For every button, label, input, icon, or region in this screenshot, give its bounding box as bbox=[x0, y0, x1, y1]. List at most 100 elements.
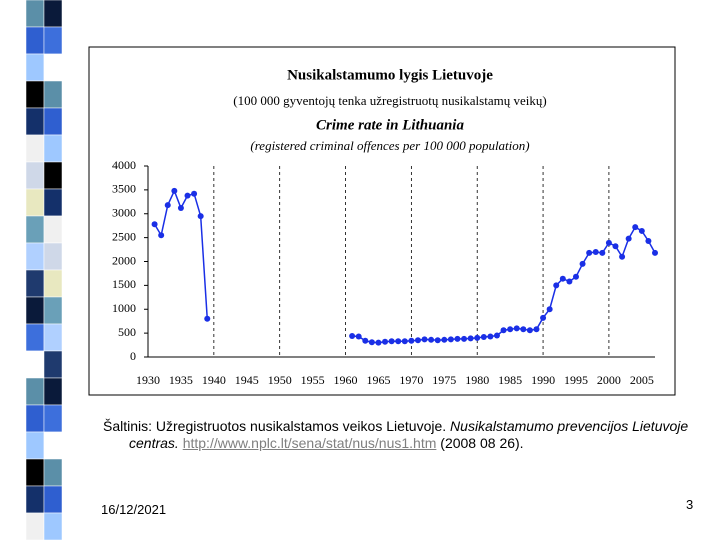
data-point bbox=[447, 336, 454, 343]
decor-block bbox=[43, 512, 63, 540]
decor-block bbox=[25, 377, 45, 406]
data-point bbox=[632, 224, 639, 231]
x-tick-label: 2000 bbox=[597, 373, 621, 387]
decor-block bbox=[43, 215, 63, 244]
y-tick-label: 1500 bbox=[112, 277, 136, 291]
data-point bbox=[500, 327, 507, 334]
decor-block bbox=[43, 161, 63, 190]
data-point bbox=[441, 336, 448, 343]
decor-block bbox=[43, 107, 63, 136]
source-link[interactable]: http://www.nplc.lt/sena/stat/nus/nus1.ht… bbox=[182, 435, 437, 451]
decor-block bbox=[25, 0, 45, 28]
data-point bbox=[421, 336, 428, 343]
y-tick-label: 4000 bbox=[112, 158, 136, 172]
data-point bbox=[540, 314, 547, 321]
data-point bbox=[619, 253, 626, 260]
decor-block bbox=[25, 80, 45, 109]
decor-block bbox=[25, 215, 45, 244]
y-tick-label: 3000 bbox=[112, 206, 136, 220]
data-point bbox=[493, 332, 500, 339]
data-point bbox=[368, 339, 375, 346]
data-point bbox=[474, 334, 481, 341]
decor-block bbox=[43, 377, 63, 406]
data-point bbox=[382, 338, 389, 345]
data-point bbox=[349, 332, 356, 339]
decor-block bbox=[25, 431, 45, 460]
decor-block bbox=[43, 431, 63, 460]
data-point bbox=[414, 337, 421, 344]
data-point bbox=[454, 335, 461, 342]
data-point bbox=[375, 339, 382, 346]
decor-stripe bbox=[25, 0, 63, 540]
data-point bbox=[599, 249, 606, 256]
data-point bbox=[467, 335, 474, 342]
decor-block bbox=[25, 107, 45, 136]
data-point bbox=[533, 326, 540, 333]
decor-block bbox=[25, 485, 45, 514]
data-point bbox=[395, 338, 402, 345]
data-point bbox=[526, 327, 533, 334]
chart-subtitle: (100 000 gyventojų tenka užregistruotų n… bbox=[233, 93, 546, 108]
decor-block bbox=[43, 134, 63, 163]
x-tick-label: 1980 bbox=[465, 373, 489, 387]
decor-block bbox=[25, 26, 45, 55]
data-point bbox=[355, 333, 362, 340]
data-point bbox=[572, 273, 579, 280]
decor-block bbox=[43, 242, 63, 271]
x-tick-label: 1975 bbox=[432, 373, 456, 387]
y-tick-label: 2000 bbox=[112, 253, 136, 267]
data-point bbox=[461, 335, 468, 342]
data-point bbox=[191, 190, 198, 197]
x-tick-label: 2005 bbox=[630, 373, 654, 387]
x-tick-label: 1990 bbox=[531, 373, 555, 387]
x-tick-label: 1945 bbox=[235, 373, 259, 387]
y-tick-label: 2500 bbox=[112, 229, 136, 243]
decor-block bbox=[25, 458, 45, 487]
decor-block bbox=[43, 188, 63, 217]
decor-block bbox=[25, 323, 45, 352]
data-point bbox=[428, 336, 435, 343]
decor-block bbox=[43, 0, 63, 28]
y-tick-label: 0 bbox=[130, 349, 136, 363]
decor-block bbox=[43, 485, 63, 514]
decor-block bbox=[43, 296, 63, 325]
x-tick-label: 1960 bbox=[334, 373, 358, 387]
data-point bbox=[645, 237, 652, 244]
data-point bbox=[388, 338, 395, 345]
data-point bbox=[559, 275, 566, 282]
decor-block bbox=[43, 269, 63, 298]
data-point bbox=[480, 333, 487, 340]
data-point bbox=[184, 192, 191, 199]
decor-block bbox=[25, 242, 45, 271]
data-point bbox=[408, 337, 415, 344]
decor-block bbox=[25, 350, 45, 379]
decor-block bbox=[43, 458, 63, 487]
chart-title-en: Crime rate in Lithuania bbox=[316, 117, 464, 133]
data-point bbox=[204, 315, 211, 322]
y-tick-label: 500 bbox=[118, 325, 136, 339]
data-point bbox=[520, 326, 527, 333]
decor-block bbox=[43, 323, 63, 352]
data-point bbox=[401, 338, 408, 345]
x-tick-label: 1940 bbox=[202, 373, 226, 387]
data-point bbox=[579, 260, 586, 267]
decor-block bbox=[43, 80, 63, 109]
decor-block bbox=[43, 53, 63, 82]
decor-block bbox=[25, 296, 45, 325]
chart-frame bbox=[88, 46, 676, 396]
data-point bbox=[553, 282, 560, 289]
y-tick-label: 1000 bbox=[112, 301, 136, 315]
data-point bbox=[638, 227, 645, 234]
data-point bbox=[362, 337, 369, 344]
data-point bbox=[177, 205, 184, 212]
decor-block bbox=[25, 188, 45, 217]
data-point bbox=[487, 333, 494, 340]
decor-block bbox=[43, 350, 63, 379]
data-point bbox=[625, 235, 632, 242]
data-point bbox=[434, 337, 441, 344]
x-tick-label: 1930 bbox=[136, 373, 160, 387]
y-tick-label: 3500 bbox=[112, 182, 136, 196]
decor-block bbox=[25, 53, 45, 82]
data-point bbox=[171, 187, 178, 194]
